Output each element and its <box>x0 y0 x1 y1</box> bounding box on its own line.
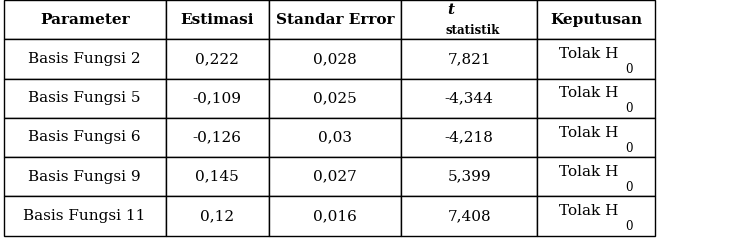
Text: t: t <box>447 3 454 17</box>
Bar <box>401 157 537 196</box>
Bar <box>166 39 269 79</box>
Text: 0,03: 0,03 <box>318 130 352 144</box>
Text: Tolak H: Tolak H <box>559 86 618 100</box>
Text: Tolak H: Tolak H <box>559 47 618 61</box>
Bar <box>401 118 537 157</box>
Text: 0,025: 0,025 <box>313 91 357 105</box>
Bar <box>401 0 537 39</box>
Text: 0,027: 0,027 <box>313 170 357 184</box>
Text: Basis Fungsi 6: Basis Fungsi 6 <box>28 130 141 144</box>
Text: Standar Error: Standar Error <box>275 13 394 27</box>
Text: 0: 0 <box>626 63 633 76</box>
Text: Basis Fungsi 11: Basis Fungsi 11 <box>24 209 146 223</box>
Text: 0: 0 <box>626 220 633 233</box>
Bar <box>4 0 166 39</box>
Bar <box>4 39 166 79</box>
Bar <box>4 157 166 196</box>
Text: -4,218: -4,218 <box>445 130 494 144</box>
Bar <box>401 196 537 236</box>
Text: Estimasi: Estimasi <box>180 13 254 27</box>
Text: Parameter: Parameter <box>40 13 130 27</box>
Bar <box>166 118 269 157</box>
Text: 0: 0 <box>626 181 633 194</box>
Bar <box>537 118 655 157</box>
Bar <box>401 79 537 118</box>
Bar <box>537 157 655 196</box>
Text: 0,145: 0,145 <box>195 170 239 184</box>
Text: Tolak H: Tolak H <box>559 165 618 179</box>
Text: -0,109: -0,109 <box>193 91 241 105</box>
Text: 0: 0 <box>626 142 633 155</box>
Bar <box>4 196 166 236</box>
Text: 0,028: 0,028 <box>313 52 357 66</box>
Text: 0: 0 <box>626 102 633 115</box>
Bar <box>166 157 269 196</box>
Bar <box>269 0 401 39</box>
Bar <box>269 79 401 118</box>
Text: Tolak H: Tolak H <box>559 204 618 218</box>
Text: -4,344: -4,344 <box>445 91 494 105</box>
Text: 0,222: 0,222 <box>195 52 239 66</box>
Bar <box>537 79 655 118</box>
Text: statistik: statistik <box>446 24 500 37</box>
Text: 5,399: 5,399 <box>447 170 491 184</box>
Text: 7,821: 7,821 <box>447 52 491 66</box>
Text: Basis Fungsi 5: Basis Fungsi 5 <box>29 91 141 105</box>
Text: 0,016: 0,016 <box>313 209 357 223</box>
Text: -0,126: -0,126 <box>193 130 241 144</box>
Bar <box>4 118 166 157</box>
Text: Basis Fungsi 2: Basis Fungsi 2 <box>28 52 141 66</box>
Bar <box>537 196 655 236</box>
Bar <box>269 196 401 236</box>
Bar <box>269 39 401 79</box>
Text: 7,408: 7,408 <box>447 209 491 223</box>
Bar <box>269 157 401 196</box>
Bar <box>401 39 537 79</box>
Bar <box>269 118 401 157</box>
Text: Basis Fungsi 9: Basis Fungsi 9 <box>28 170 141 184</box>
Bar <box>166 0 269 39</box>
Bar <box>166 196 269 236</box>
Bar <box>4 79 166 118</box>
Text: Keputusan: Keputusan <box>550 13 643 27</box>
Text: Tolak H: Tolak H <box>559 126 618 140</box>
Bar <box>166 79 269 118</box>
Bar <box>537 0 655 39</box>
Bar <box>537 39 655 79</box>
Text: 0,12: 0,12 <box>200 209 234 223</box>
